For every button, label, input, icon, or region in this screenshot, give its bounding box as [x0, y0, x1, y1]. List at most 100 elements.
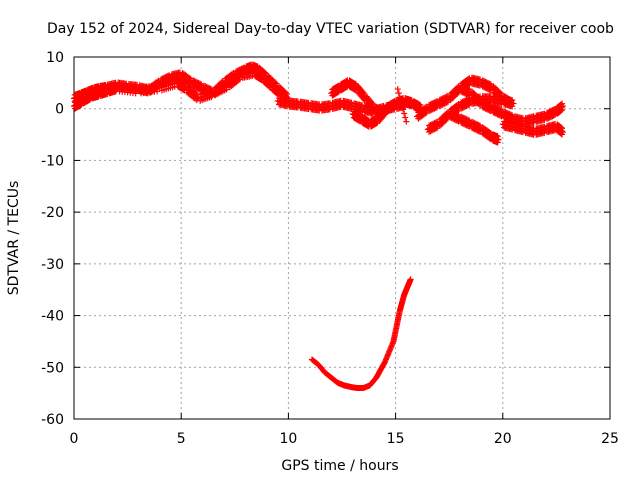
track-outlier-interp-point [396, 94, 403, 101]
y-tick-label: -10 [41, 153, 64, 169]
track-outlier-interp-point [400, 106, 407, 113]
track-outlier-interp-point [402, 114, 409, 121]
track-right-c-band-point [455, 112, 462, 119]
x-tick-label: 0 [70, 431, 79, 447]
track-right-c-band-point [475, 122, 482, 129]
track-right-c-band-point [494, 133, 501, 140]
track-outlier-interp-point [395, 90, 402, 97]
track-right-a-band-point [442, 100, 449, 107]
y-tick-label: -20 [41, 205, 64, 221]
track-right-c-band-point [448, 109, 455, 116]
track-right-a-band-point [428, 106, 435, 113]
plot-frame [73, 56, 611, 420]
track-right-b-band-point [426, 128, 433, 135]
track-right-a-band-point [427, 107, 434, 114]
track-main-early-band-point [190, 77, 197, 84]
y-axis-ticks: 10 0 -10 -20 -30 -40 -50 -60 [41, 50, 610, 428]
track-right-b-band-point [458, 105, 465, 112]
track-right-a-band-point [481, 78, 488, 85]
track-right-c-band-point [462, 115, 469, 122]
track-right-d-band-point [487, 101, 494, 108]
track-main-early-b-point [276, 90, 283, 97]
track-right-b-band-point [509, 97, 516, 104]
track-right-c-band-point [458, 113, 465, 120]
track-right-d-band-point [558, 107, 565, 114]
track-right-a-band-point [440, 101, 447, 108]
track-right-a-band-point [434, 104, 441, 111]
track-outlier-interp-point [401, 110, 408, 117]
y-tick-label: 10 [46, 50, 64, 66]
track-right-a-band-point [430, 106, 437, 113]
track-right-a-band-point [438, 102, 445, 109]
track-right-d-band-point [546, 114, 553, 121]
track-right-c-band-point [464, 116, 471, 123]
track-right-d-band-point [530, 119, 537, 126]
track-main-early-b-band-point [266, 77, 273, 84]
track-right-c-band-point [463, 116, 470, 123]
track-main-early-band-point [202, 83, 209, 90]
track-right-a-band-point [431, 105, 438, 112]
track-right-d-band-point [498, 107, 505, 114]
track-main-early-b-band-point [180, 80, 187, 87]
track-main-early-band-point [198, 81, 205, 88]
track-right-e-band-point [519, 122, 526, 129]
track-right-b-band-point [430, 126, 437, 133]
track-main-early-band-point [282, 89, 289, 96]
track-main-early-band-point [196, 80, 203, 87]
track-right-a-band-point [439, 101, 446, 108]
track-right-d-band-point [495, 105, 502, 112]
track-right-e-band-point [509, 120, 516, 127]
track-right-c-band-point [452, 111, 459, 118]
track-mid-c-band-point [356, 111, 363, 118]
y-axis-label: SDTVAR / TECUs [6, 181, 22, 296]
track-right-d-band-point [506, 111, 513, 118]
track-right-d-band-point [481, 98, 488, 105]
track-right-d-band-point [497, 106, 504, 113]
track-right-c-band-point [447, 108, 454, 115]
track-right-d-band-point [460, 83, 467, 90]
track-right-a-band-point [443, 99, 450, 106]
track-right-b-band-point [466, 101, 473, 108]
track-right-d-band-point [491, 103, 498, 110]
track-main-early-b-band-point [77, 102, 84, 109]
track-main-early-b-band-point [154, 82, 161, 89]
y-tick-label: 0 [55, 102, 64, 118]
track-main-early-band-point [176, 69, 183, 76]
x-tick-label: 20 [494, 431, 512, 447]
track-right-a-band-point [486, 80, 493, 87]
track-main-early-b-band-point [154, 88, 161, 95]
track-right-a-band-point [485, 79, 492, 86]
track-right-b-band-point [428, 127, 435, 134]
track-main-early-b-band-point [193, 90, 200, 97]
track-right-a-band-point [483, 79, 490, 86]
track-right-b-band-point [460, 104, 467, 111]
track-right-b-band-point [459, 104, 466, 111]
track-main-early-band-point [192, 78, 199, 85]
track-right-d-band-point [493, 104, 500, 111]
track-right-d-band-point [501, 108, 508, 115]
track-mid-c-band-point [381, 111, 388, 118]
track-mid-c-band-point [416, 101, 423, 108]
track-right-d-band-point [459, 83, 466, 90]
track-main-early-b-band-point [86, 97, 93, 104]
track-right-d-band-point [541, 116, 548, 123]
track-right-c-band-point [466, 117, 473, 124]
track-right-c-point [495, 136, 502, 143]
track-right-e-band-point [541, 129, 548, 136]
track-main-early-b-band-point [208, 93, 215, 100]
track-right-d-band-point [505, 110, 512, 117]
track-right-d-band-point [545, 115, 552, 122]
track-main-early-b-band-point [274, 85, 281, 92]
track-right-a-band-point [426, 108, 433, 115]
track-mid-b-band-point [334, 89, 341, 96]
track-right-c-band-point [460, 114, 467, 121]
track-right-e-point [559, 128, 566, 135]
track-right-c-band-point [451, 110, 458, 117]
track-right-c-band-point [486, 129, 493, 136]
y-tick-label: -40 [41, 309, 64, 325]
track-right-d-band-point [509, 112, 516, 119]
track-right-b-band-point [509, 103, 516, 110]
track-right-a-band-point [477, 76, 484, 83]
track-outlier-point [394, 86, 401, 93]
